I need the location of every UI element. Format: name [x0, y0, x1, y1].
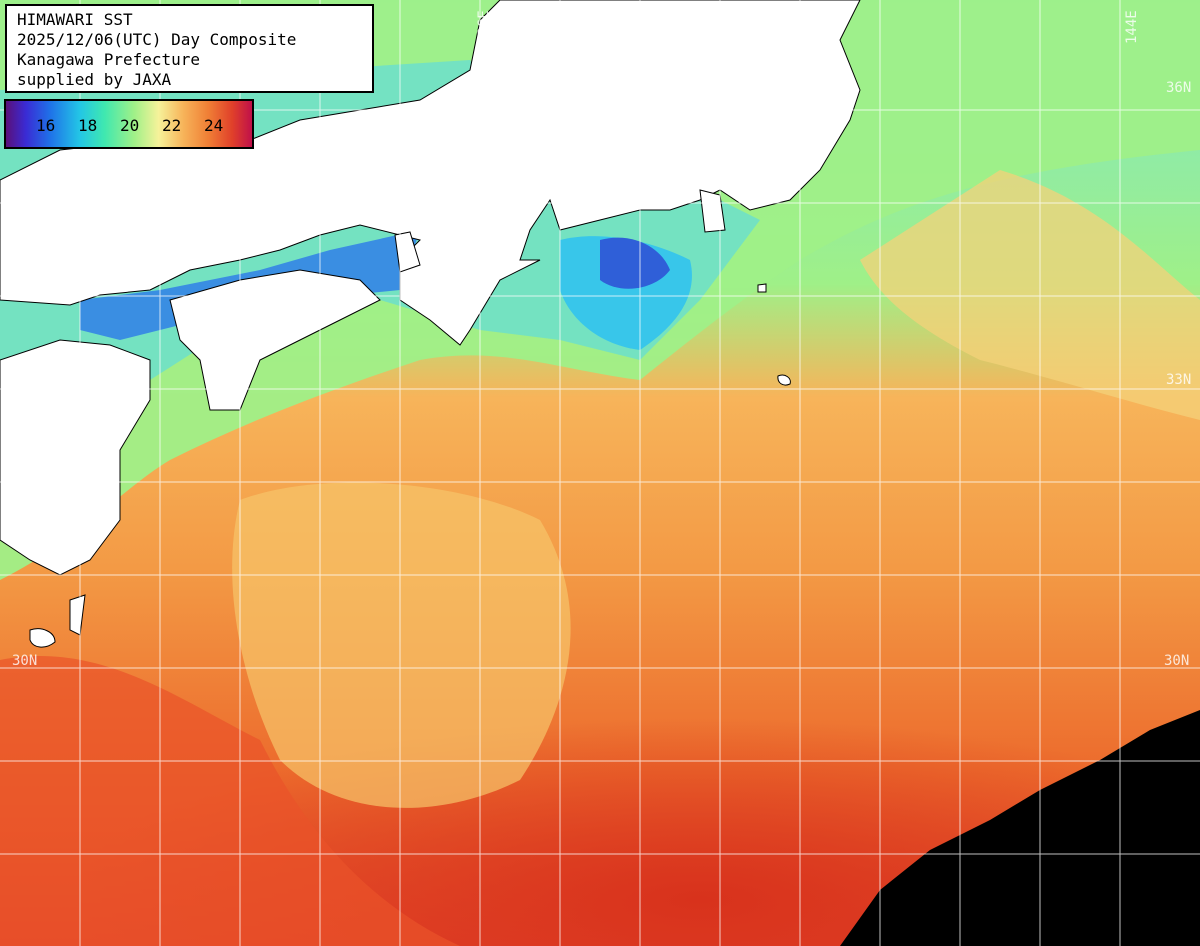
title-box: HIMAWARI SST 2025/12/06(UTC) Day Composi… [5, 4, 374, 93]
land [0, 0, 861, 648]
awaji-island [394, 231, 421, 273]
title-line-date: 2025/12/06(UTC) Day Composite [17, 30, 297, 49]
honshu-land [0, 0, 861, 346]
blue-bay-water [600, 237, 670, 289]
yakushima-island [29, 628, 56, 648]
lat-label-30n-left: 30N [12, 653, 38, 669]
miyake-island [757, 283, 767, 293]
legend-tick-22: 22 [162, 116, 182, 135]
lat-label-33n-right: 33N [1166, 372, 1192, 388]
tanegashima-island [69, 594, 86, 636]
legend-tick-18: 18 [78, 116, 98, 135]
hachijo-island [777, 374, 791, 386]
temperature-color-legend: 16 18 20 22 24 [4, 99, 254, 149]
title-line-product: HIMAWARI SST [17, 10, 133, 29]
legend-tick-16: 16 [36, 116, 56, 135]
yellow-eddy [232, 482, 571, 808]
legend-tick-20: 20 [120, 116, 140, 135]
shikoku-land [169, 269, 381, 411]
izu-peninsula [699, 189, 726, 233]
title-line-supplier: supplied by JAXA [17, 70, 172, 89]
lon-label-136e: 136E [476, 10, 492, 44]
kyushu-land [0, 339, 151, 576]
title-line-source-region: Kanagawa Prefecture [17, 50, 201, 69]
legend-tick-24: 24 [204, 116, 224, 135]
lat-label-36n-right: 36N [1166, 80, 1192, 96]
warm-offshore-band [860, 170, 1200, 420]
lon-label-144e: 144E [1124, 10, 1140, 44]
lat-label-30n-right: 30N [1164, 653, 1190, 669]
no-data-region [840, 710, 1200, 946]
red-warm-pool [0, 656, 460, 946]
